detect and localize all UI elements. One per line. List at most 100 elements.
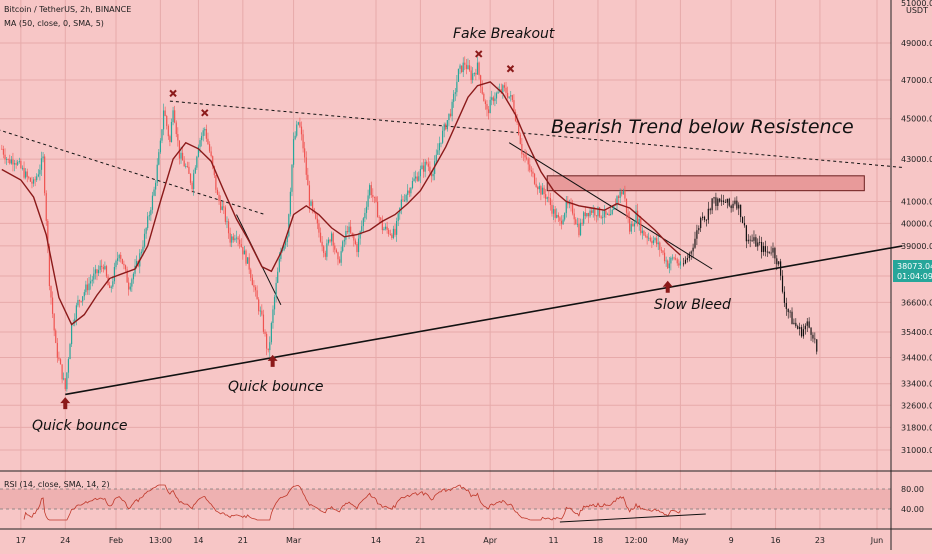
trendline-dashed [169,100,903,168]
price-axis[interactable]: 31000.00 31800.00 32600.00 33400.00 34400.00… [901,0,932,514]
candle-body [185,166,187,167]
candle-body [270,322,272,343]
candle-body [39,169,41,175]
candle-body [589,210,591,217]
time-tick-label: 16 [770,536,780,545]
candle-body [598,207,601,217]
candle-body [591,210,593,213]
time-tick-label: Mar [286,536,302,545]
candle-body [48,246,51,287]
candle-body [475,73,477,75]
candle-body [540,186,542,195]
candle-body [676,259,678,264]
candle-body [25,171,27,178]
candle-body [50,286,52,298]
candle-body [795,322,797,327]
candle-body [172,110,174,122]
candle-body [370,185,372,195]
price-tag-value: 38073.04 [897,262,932,271]
candle-body [780,261,782,276]
candle-body [665,260,667,262]
candle-body [128,282,130,290]
candle-body [343,239,345,242]
candle-body [734,200,736,204]
candle-body [789,311,791,313]
candle-body [633,223,636,227]
candle-body [105,266,108,277]
candle-body [464,62,466,65]
price-tick-label: 34400.00 [901,353,932,362]
candle-body [88,283,90,291]
candle-body [215,175,217,190]
candle-body [277,271,279,283]
candle-body [768,251,770,253]
candle-body [518,122,520,135]
candle-body [575,219,577,225]
candle-body [161,129,163,141]
candle-body [461,65,463,73]
candle-body [707,208,709,220]
candle-body [378,217,380,219]
candle-body [641,230,643,234]
candle-body [415,176,417,179]
candle-body [449,113,452,117]
candle-body [456,81,458,93]
candle-body [10,159,12,164]
candle-body [356,244,358,253]
candle-body [583,212,585,224]
candle-body [235,237,238,239]
candle-body [614,205,617,206]
candle-body [549,197,552,205]
time-tick-label: 14 [371,536,381,545]
ma-indicator-label[interactable]: MA (50, close, 0, SMA, 5) [4,19,104,28]
candle-body [663,252,666,262]
candle-body [21,167,24,169]
candle-body [332,233,334,246]
resistance-zone [546,175,865,192]
price-tag-box [893,260,932,282]
candle-body [810,327,812,335]
candle-body [483,93,485,102]
candle-body [522,154,525,156]
candle-body [487,109,490,114]
candle-body [793,322,795,325]
candle-body [638,218,640,225]
candle-body [253,285,255,288]
candle-body [644,235,647,237]
annotation-quick-bounce-2: Quick bounce [228,379,324,395]
rsi-indicator-label[interactable]: RSI (14, close, SMA, 14, 2) [4,480,110,489]
candle-body [562,219,564,225]
candle-body [602,217,604,219]
candle-body [162,110,165,130]
time-axis[interactable]: 17 24 Feb 13:00 14 21 Mar 14 21 Apr 11 18 12:00 May 9 1… [16,536,883,545]
candle-body [728,198,730,206]
candle-body [570,203,572,205]
candle-body [649,237,651,241]
price-tick-label: 45000.00 [901,115,932,124]
candle-body [781,275,784,292]
candle-body [323,246,325,253]
candle-body [524,154,526,158]
moving-average-layer [1,81,681,326]
candle-body [489,99,491,114]
candle-body [713,197,715,199]
candle-body [625,198,628,213]
candle-body [45,193,47,221]
candle-body [71,323,73,345]
candle-body [17,161,19,165]
candle-body [196,156,198,168]
candle-body [541,187,544,195]
candle-body [40,158,43,170]
candle-body [220,200,222,210]
candle-body [670,257,672,264]
candle-body [42,156,44,159]
candle-body [113,267,116,282]
x-marker-icon [201,109,209,117]
candle-body [812,334,814,339]
candle-body [104,266,106,270]
candle-body [266,333,268,349]
candle-body [506,92,509,98]
candle-body [289,191,291,215]
